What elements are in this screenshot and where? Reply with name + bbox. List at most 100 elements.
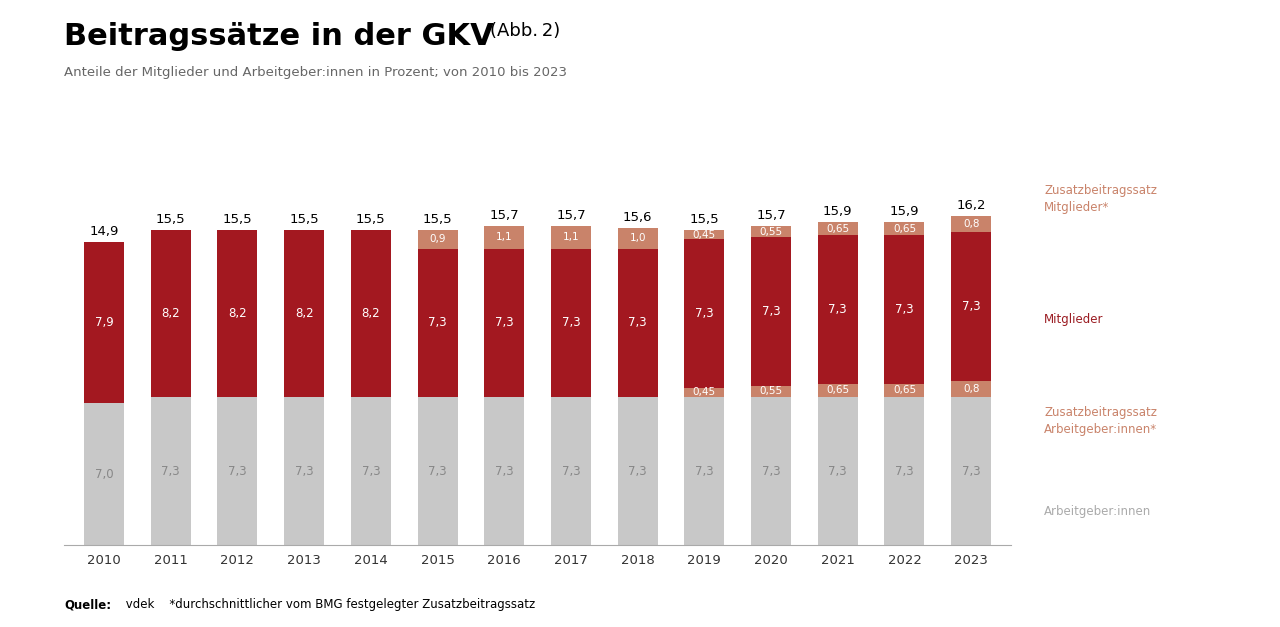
Text: 15,7: 15,7 [756,209,786,222]
Text: 0,65: 0,65 [826,386,850,396]
Text: Beitragssätze in der GKV: Beitragssätze in der GKV [64,22,494,51]
Bar [818,397,858,545]
Text: 7,9: 7,9 [95,316,114,329]
Text: Anteile der Mitglieder und Arbeitgeber:innen in Prozent; von 2010 bis 2023: Anteile der Mitglieder und Arbeitgeber:i… [64,66,567,79]
Text: 7,3: 7,3 [961,300,980,313]
Bar [417,230,457,248]
Bar [151,397,191,545]
Bar [417,397,457,545]
Text: 15,9: 15,9 [890,205,919,218]
Text: 0,55: 0,55 [759,227,782,237]
Text: 15,5: 15,5 [156,213,186,226]
Bar [685,240,724,388]
Bar [818,235,858,384]
Text: 0,8: 0,8 [963,384,979,394]
Bar [884,235,924,384]
Bar [951,397,991,545]
Text: 7,3: 7,3 [961,465,980,478]
Bar [685,230,724,240]
Text: 7,3: 7,3 [895,303,914,316]
Text: 15,5: 15,5 [223,213,252,226]
Text: Zusatzbeitragssatz
Arbeitgeber:innen*: Zusatzbeitragssatz Arbeitgeber:innen* [1044,406,1157,436]
Bar [284,397,324,545]
Bar [284,230,324,397]
Bar [151,230,191,397]
Text: 15,7: 15,7 [489,209,520,222]
Bar [951,233,991,381]
Text: 7,0: 7,0 [95,468,114,481]
Text: 7,3: 7,3 [762,465,781,478]
Bar [951,381,991,397]
Bar [550,226,591,248]
Text: 0,65: 0,65 [893,386,916,396]
Text: 16,2: 16,2 [956,199,986,212]
Bar [550,397,591,545]
Bar [884,397,924,545]
Bar [218,230,257,397]
Text: 7,3: 7,3 [695,465,714,478]
Text: 8,2: 8,2 [294,307,314,320]
Text: 15,5: 15,5 [289,213,319,226]
Bar [685,397,724,545]
Text: Arbeitgeber:innen: Arbeitgeber:innen [1044,505,1152,518]
Text: 7,3: 7,3 [228,465,247,478]
Text: 0,45: 0,45 [692,387,716,398]
Text: 14,9: 14,9 [90,226,119,238]
Text: 0,8: 0,8 [963,219,979,229]
Text: 15,9: 15,9 [823,205,852,218]
Bar [484,248,525,397]
Bar [685,388,724,397]
Text: 7,3: 7,3 [628,316,646,329]
Text: 15,5: 15,5 [690,213,719,226]
Text: 1,1: 1,1 [495,233,512,243]
Text: 7,3: 7,3 [762,305,781,318]
Bar [951,216,991,233]
Bar [84,243,124,403]
Bar [84,403,124,545]
Text: 7,3: 7,3 [695,307,714,320]
Bar [751,226,791,238]
Text: 7,3: 7,3 [429,316,447,329]
Bar [618,248,658,397]
Text: 15,5: 15,5 [422,213,452,226]
Text: Zusatzbeitragssatz
Mitglieder*: Zusatzbeitragssatz Mitglieder* [1044,184,1157,214]
Text: Mitglieder: Mitglieder [1044,314,1103,326]
Bar [818,222,858,235]
Bar [884,384,924,397]
Bar [351,230,390,397]
Text: 7,3: 7,3 [828,465,847,478]
Bar [884,222,924,235]
Text: vdek    *durchschnittlicher vom BMG festgelegter Zusatzbeitragssatz: vdek *durchschnittlicher vom BMG festgel… [122,598,535,611]
Text: 7,3: 7,3 [495,316,513,329]
Text: 0,65: 0,65 [826,224,850,234]
Bar [550,248,591,397]
Text: 15,6: 15,6 [623,211,653,224]
Bar [417,248,457,397]
Text: 7,3: 7,3 [294,465,314,478]
Text: 7,3: 7,3 [361,465,380,478]
Text: 7,3: 7,3 [628,465,646,478]
Bar [484,226,525,248]
Bar [218,397,257,545]
Text: 7,3: 7,3 [828,303,847,316]
Bar [618,397,658,545]
Text: 15,5: 15,5 [356,213,385,226]
Text: 7,3: 7,3 [562,465,580,478]
Text: 1,0: 1,0 [630,233,646,243]
Text: 0,65: 0,65 [893,224,916,234]
Text: 7,3: 7,3 [895,465,914,478]
Text: Quelle:: Quelle: [64,598,111,611]
Bar [751,397,791,545]
Text: 8,2: 8,2 [161,307,180,320]
Bar [751,238,791,386]
Bar [818,384,858,397]
Text: 8,2: 8,2 [228,307,247,320]
Bar [618,228,658,248]
Text: 8,2: 8,2 [361,307,380,320]
Text: 0,9: 0,9 [429,234,445,245]
Text: (Abb. 2): (Abb. 2) [490,22,561,40]
Text: 15,7: 15,7 [556,209,586,222]
Text: 7,3: 7,3 [495,465,513,478]
Bar [484,397,525,545]
Text: 7,3: 7,3 [429,465,447,478]
